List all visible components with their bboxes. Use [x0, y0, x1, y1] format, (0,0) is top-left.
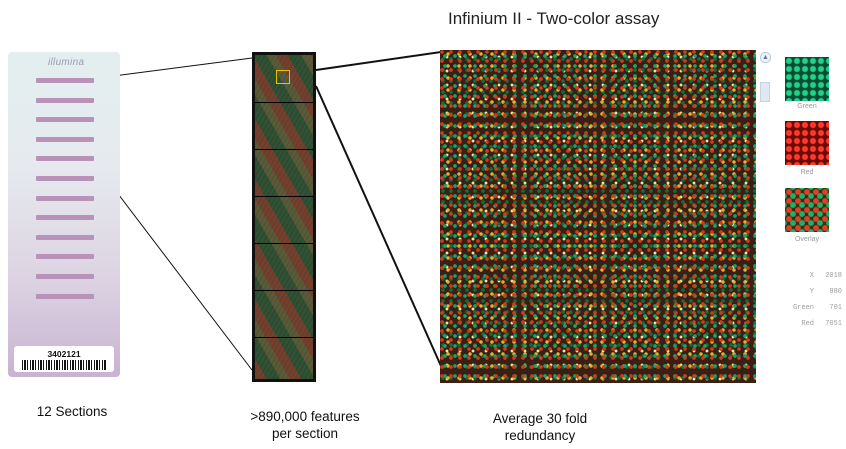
- chip-section-bar: [36, 274, 94, 279]
- chip-section-bar: [36, 234, 94, 240]
- green-channel-swatch: [785, 57, 829, 101]
- stat-value-y: 880: [829, 288, 842, 296]
- overlay-channel-swatch: [785, 188, 829, 232]
- chip-section-bar: [36, 117, 94, 123]
- scroll-up-arrow-icon[interactable]: ▲: [760, 52, 771, 63]
- stat-key-green: Green: [792, 304, 814, 312]
- strip-divider: [255, 149, 313, 150]
- barcode: [22, 360, 106, 370]
- caption-features: >890,000 features per section: [225, 408, 385, 442]
- strip-divider: [255, 196, 313, 197]
- caption-redundancy-line2: redundancy: [504, 428, 576, 443]
- strip-divider: [255, 290, 313, 291]
- stat-key-red: Red: [801, 320, 814, 328]
- stat-value-green: 701: [829, 304, 842, 312]
- stat-key-x: X: [809, 272, 814, 280]
- caption-sections: 12 Sections: [36, 404, 108, 419]
- chip-section-bar: [36, 293, 94, 299]
- chip-section-bar: [36, 97, 94, 103]
- swatch-label-overlay: Overlay: [794, 236, 820, 243]
- chip-section-bar: [36, 78, 94, 83]
- strip-divider: [255, 243, 313, 244]
- chip-section-bar: [36, 156, 94, 162]
- chip-section-bar: [36, 215, 94, 221]
- figure-title: Infinium II - Two-color assay: [448, 9, 660, 28]
- red-channel-swatch: [785, 121, 829, 165]
- zoom-highlight-box: [276, 70, 290, 84]
- stat-value-x: 2018: [825, 272, 842, 280]
- stat-key-y: Y: [809, 288, 814, 296]
- swatch-label-green: Green: [797, 103, 817, 110]
- bead-array-image: [440, 50, 756, 383]
- scrollbar-thumb[interactable]: [760, 82, 770, 102]
- strip-divider: [255, 102, 313, 103]
- stat-value-red: 7051: [825, 320, 842, 328]
- chip-section-bar: [36, 254, 94, 260]
- caption-features-line1: >890,000 features: [250, 409, 360, 424]
- chip-section-bar: [36, 136, 94, 142]
- chip-id: 3402121: [47, 349, 81, 359]
- caption-features-line2: per section: [271, 426, 339, 441]
- illumina-logo: illumina: [48, 57, 85, 68]
- swatch-label-red: Red: [800, 169, 814, 176]
- chip-section-bar: [36, 195, 94, 201]
- caption-redundancy: Average 30 fold redundancy: [460, 410, 620, 444]
- beadchip-slide: [8, 52, 120, 377]
- chip-section-bar: [36, 176, 94, 181]
- section-strip-image: [255, 55, 313, 379]
- strip-divider: [255, 337, 313, 338]
- caption-redundancy-line1: Average 30 fold: [492, 411, 588, 426]
